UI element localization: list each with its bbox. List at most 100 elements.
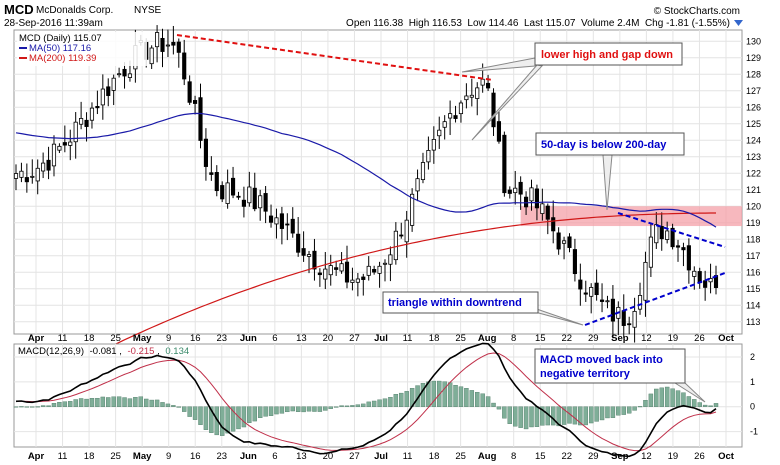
price-y-tick: 113 (746, 317, 760, 327)
candle-body (106, 86, 111, 96)
macd-x-tick: 29 (588, 451, 599, 462)
candle-body (692, 270, 697, 277)
candle-body (328, 265, 333, 276)
candle-body (149, 47, 154, 65)
price-x-axis: Apr 11 18 25 May 9 16 23 Jun 6 13 20 27 Jul 11 18 25 Aug 8… (28, 333, 735, 344)
candle-body (258, 195, 263, 209)
candle-body (241, 199, 246, 207)
price-x-tick: 18 (84, 333, 95, 344)
price-x-tick: 8 (511, 333, 516, 344)
candle-body (252, 187, 257, 210)
price-x-tick: Jul (374, 333, 388, 344)
price-y-tick: 120 (746, 201, 761, 211)
macd-hist-bar (165, 403, 171, 407)
macd-hist-bar (502, 406, 507, 419)
macd-line (15, 342, 717, 458)
candle-body (583, 292, 588, 295)
candle-body (426, 150, 431, 163)
macd-hist-bar (68, 401, 73, 407)
macd-y-tick: 0 (750, 402, 755, 412)
macd-hist-bar (350, 405, 355, 407)
price-panel: 1131141151161171181191201211221231241251… (13, 25, 761, 397)
macd-hist-bar (127, 398, 133, 407)
macd-hist-bar (149, 399, 154, 407)
macd-hist-bar (654, 388, 659, 407)
candle-body (62, 142, 67, 146)
callout-text-lower-high: lower high and gap down (541, 49, 673, 61)
candle-body (518, 181, 523, 195)
macd-hist-bar (192, 406, 198, 420)
macd-hist-bar (301, 406, 306, 413)
macd-hist-bar (344, 405, 350, 407)
macd-hist-bar (252, 406, 257, 422)
candle-body (79, 118, 84, 125)
candle-body (323, 268, 328, 280)
macd-hist-bar (73, 399, 78, 407)
credit: © StockCharts.com (654, 6, 740, 17)
macd-hist-bar (209, 406, 214, 433)
candle-body (89, 107, 95, 121)
macd-hist-bar (518, 406, 523, 428)
macd-hist-bar (599, 406, 605, 421)
price-x-tick: 18 (429, 333, 440, 344)
macd-legend-value: -0.081 (90, 346, 117, 357)
candle-body (317, 272, 322, 276)
candle-body (334, 267, 339, 270)
triangle-upper-line (617, 212, 726, 248)
price-x-tick: 25 (110, 333, 121, 344)
triangle-lower-line (584, 272, 726, 326)
price-y-tick: 127 (746, 86, 761, 96)
candle-body (230, 177, 236, 196)
macd-hist-bar (171, 405, 176, 407)
macd-hist-bar (491, 402, 496, 407)
candle-body (290, 218, 295, 234)
candle-body (111, 77, 116, 91)
macd-hist-bar (285, 406, 290, 413)
candle-body (621, 310, 626, 326)
candle-body (171, 41, 176, 46)
macd-hist-bar (57, 401, 62, 407)
candle-body (513, 187, 518, 194)
candle-body (155, 32, 160, 48)
candle-body (46, 159, 51, 171)
candle-body (442, 121, 447, 128)
candle-body (117, 73, 122, 76)
candle-body (420, 162, 426, 181)
candle-body (486, 82, 491, 89)
macd-hist-bar (534, 406, 540, 427)
macd-hist-bar (588, 406, 594, 424)
candle-body (480, 78, 485, 86)
candle-body (127, 73, 133, 78)
candle-body (296, 233, 301, 253)
candle-body (279, 213, 284, 229)
price-x-tick: Jun (240, 333, 257, 344)
macd-hist-bar (708, 405, 713, 407)
candle-body (627, 323, 632, 326)
price-y-tick: 122 (746, 168, 761, 178)
resistance-zone (520, 206, 742, 227)
price-y-tick: 129 (746, 53, 761, 63)
macd-hist-bar (442, 381, 447, 407)
macd-hist-bar (393, 394, 399, 407)
price-x-tick: 29 (588, 333, 599, 344)
candle-body (681, 247, 686, 251)
callout-text-macd-2: negative territory (540, 368, 631, 380)
ma50-line (15, 112, 717, 228)
candle-body (366, 265, 371, 276)
candle-body (524, 196, 529, 208)
candle-body (529, 187, 534, 202)
symbol-title: MCD (4, 2, 34, 17)
candle-body (377, 265, 382, 274)
price-y-tick: 128 (746, 69, 761, 79)
candle-body (214, 172, 219, 192)
candle-body (160, 37, 165, 52)
price-x-tick: 27 (349, 333, 360, 344)
macd-x-tick: 20 (323, 451, 334, 462)
macd-x-tick: 6 (272, 451, 277, 462)
candle-body (589, 287, 594, 297)
candle-body (165, 44, 171, 47)
price-y-tick: 126 (746, 102, 761, 112)
dropdown-arrow-icon[interactable] (734, 20, 743, 26)
candle-body (648, 236, 653, 268)
candle-body (350, 279, 355, 283)
